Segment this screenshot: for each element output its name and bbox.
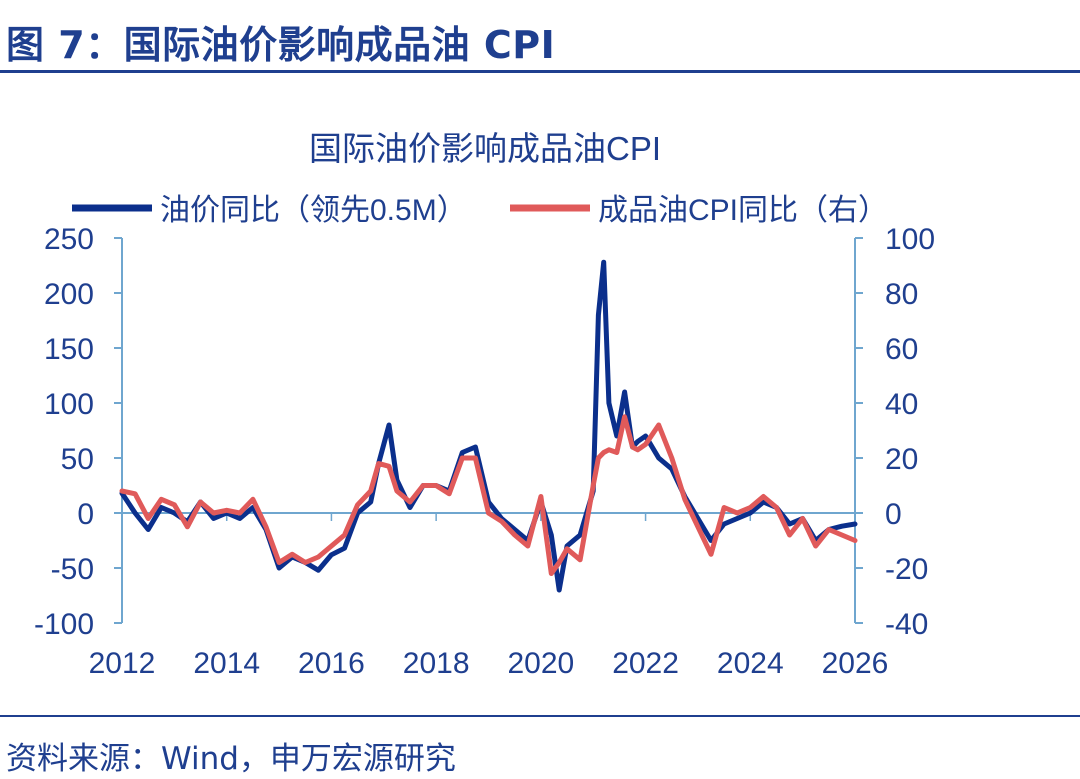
x-tick-label: 2022 — [612, 647, 679, 680]
axes — [121, 238, 856, 623]
series-points-oil-price — [121, 262, 856, 591]
right-tick-label: 0 — [885, 498, 902, 531]
right-tick-label: 60 — [885, 333, 918, 366]
left-tick-label: 250 — [44, 223, 94, 256]
x-axis-ticks: 2012 2014 2016 2018 2020 2022 2024 2026 — [89, 513, 889, 680]
bottom-rule — [0, 715, 1080, 717]
x-tick-label: 2018 — [403, 647, 470, 680]
top-rule — [0, 70, 1080, 73]
left-tick-label: 200 — [44, 278, 94, 311]
series-line-oil-price — [119, 259, 858, 593]
x-tick-label: 2020 — [507, 647, 574, 680]
left-tick-label: 100 — [44, 388, 94, 421]
left-axis-ticks: 250 200 150 100 50 0 -50 -100 — [34, 223, 122, 641]
x-tick-label: 2016 — [298, 647, 365, 680]
x-tick-label: 2014 — [193, 647, 260, 680]
right-tick-label: 20 — [885, 443, 918, 476]
chart: 国际油价影响成品油CPI 油价同比（领先0.5M） 成品油CPI同比（右） 25… — [34, 130, 935, 680]
left-tick-label: 0 — [77, 498, 94, 531]
right-tick-label: -20 — [885, 553, 928, 586]
left-tick-label: 50 — [61, 443, 94, 476]
legend-label-cpi: 成品油CPI同比（右） — [598, 194, 888, 227]
chart-title: 国际油价影响成品油CPI — [309, 130, 661, 167]
left-tick-label: -100 — [34, 608, 94, 641]
right-tick-label: 40 — [885, 388, 918, 421]
series-points-fuel-cpi — [121, 416, 856, 574]
legend: 油价同比（领先0.5M） 成品油CPI同比（右） — [72, 194, 888, 227]
legend-label-oil: 油价同比（领先0.5M） — [160, 194, 467, 227]
x-tick-label: 2026 — [822, 647, 889, 680]
right-tick-label: 80 — [885, 278, 918, 311]
x-tick-label: 2024 — [717, 647, 784, 680]
x-tick-label: 2012 — [89, 647, 156, 680]
right-tick-label: 100 — [885, 223, 935, 256]
right-axis-ticks: 100 80 60 40 20 0 -20 -40 — [855, 223, 935, 641]
left-tick-label: 150 — [44, 333, 94, 366]
right-tick-label: -40 — [885, 608, 928, 641]
source-note: 资料来源：Wind，申万宏源研究 — [6, 741, 456, 777]
left-tick-label: -50 — [51, 553, 94, 586]
figure-title: 图 7：国际油价影响成品油 CPI — [6, 23, 556, 67]
